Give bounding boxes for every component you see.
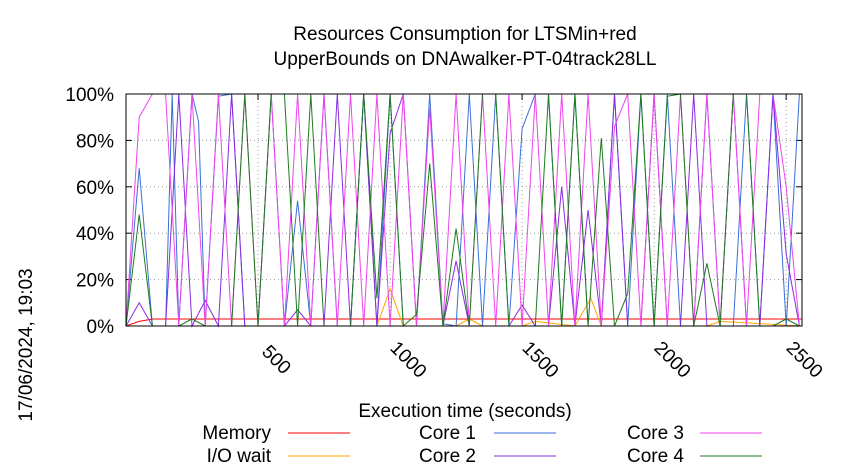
series-line-memory — [125, 318, 802, 327]
plot-frame — [125, 93, 803, 327]
legend-label-core-4: Core 4 — [627, 446, 684, 467]
grid-lines — [126, 94, 802, 326]
y-tick-label: 100% — [65, 85, 114, 106]
chart-title-line-1: Resources Consumption for LTSMin+red — [293, 24, 636, 45]
legend-label-core-2: Core 2 — [419, 446, 476, 467]
y-tick-label: 0% — [87, 317, 115, 338]
legend-label-i-o-wait: I/O wait — [207, 446, 272, 467]
x-tick-label: 1000 — [386, 338, 431, 383]
x-tick-label: 1500 — [518, 338, 563, 383]
timestamp: 17/06/2024, 19:03 — [16, 268, 37, 421]
x-tick-label: 2000 — [650, 338, 695, 383]
y-tick-label: 80% — [76, 131, 114, 152]
x-tick-label: 500 — [257, 341, 294, 378]
y-tick-label: 60% — [76, 178, 114, 199]
legend-label-core-1: Core 1 — [419, 423, 476, 444]
series-lines — [125, 93, 803, 328]
legend-label-core-3: Core 3 — [627, 423, 684, 444]
y-tick-label: 20% — [76, 271, 114, 292]
series-line-core-4 — [125, 93, 800, 328]
axis-ticks: 0% 20% 40% 60% 80% 100% 500 1000 1500 2000 2500 — [65, 85, 826, 382]
x-tick-label: 2500 — [782, 338, 827, 383]
y-tick-label: 40% — [76, 224, 114, 245]
legend-label-memory: Memory — [202, 423, 271, 444]
chart-title-line-2: UpperBounds on DNAwalker-PT-04track28LL — [273, 49, 656, 70]
x-axis-label: Execution time (seconds) — [358, 401, 571, 422]
